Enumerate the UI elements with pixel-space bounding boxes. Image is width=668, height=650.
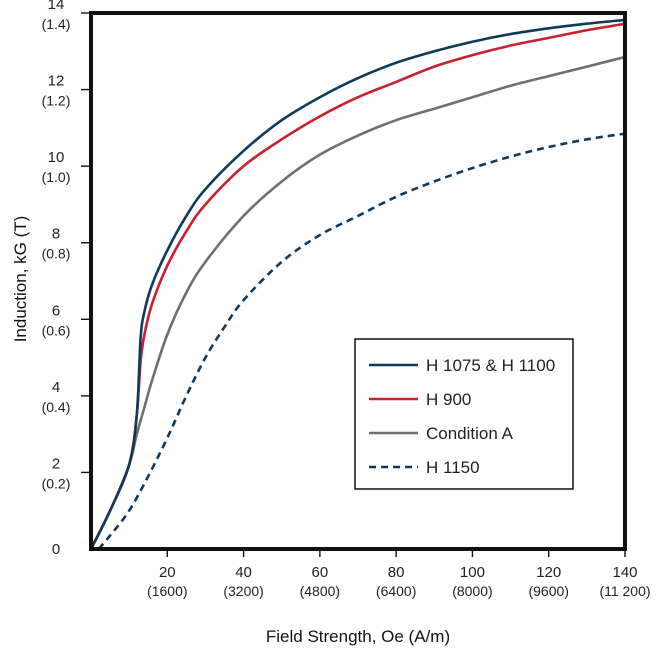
y-tick-sublabel: (1.4) bbox=[42, 16, 71, 32]
y-tick-sublabel: (1.0) bbox=[42, 169, 71, 185]
y-tick-label: 8 bbox=[52, 226, 60, 243]
plot-frame bbox=[89, 11, 627, 551]
series-layer bbox=[91, 18, 625, 549]
x-tick-sublabel: (3200) bbox=[223, 583, 263, 599]
y-tick-sublabel: (0.4) bbox=[42, 399, 71, 415]
x-tick-label: 100 bbox=[460, 564, 485, 581]
y-tick-label: 2 bbox=[52, 455, 60, 472]
x-tick-sublabel: (11 200) bbox=[599, 583, 650, 599]
legend-label: H 1150 bbox=[426, 458, 480, 477]
x-tick-sublabel: (8000) bbox=[452, 583, 492, 599]
x-tick-label: 140 bbox=[612, 564, 637, 581]
y-tick-label: 0 bbox=[52, 541, 60, 558]
ticks-layer: 20(1600)40(3200)60(4800)80(6400)100(8000… bbox=[42, 0, 651, 599]
x-tick-sublabel: (6400) bbox=[376, 583, 416, 599]
y-tick-sublabel: (1.2) bbox=[42, 93, 71, 109]
legend: H 1075 & H 1100 H 900 Condition A H 1150 bbox=[354, 338, 574, 490]
y-tick-sublabel: (0.8) bbox=[42, 246, 71, 262]
x-axis-title: Field Strength, Oe (A/m) bbox=[266, 627, 450, 646]
y-axis-title: Induction, kG (T) bbox=[11, 216, 30, 343]
x-tick-sublabel: (9600) bbox=[528, 583, 568, 599]
y-tick-label: 6 bbox=[52, 302, 60, 319]
x-tick-label: 80 bbox=[388, 564, 405, 581]
x-tick-label: 20 bbox=[159, 564, 176, 581]
series-line-h-1150 bbox=[97, 132, 625, 549]
x-tick-label: 40 bbox=[235, 564, 252, 581]
legend-label: H 900 bbox=[426, 390, 471, 409]
legend-label: Condition A bbox=[426, 424, 514, 443]
x-tick-sublabel: (4800) bbox=[300, 583, 340, 599]
y-tick-label: 14 bbox=[48, 0, 65, 13]
x-tick-label: 60 bbox=[312, 564, 329, 581]
y-tick-label: 10 bbox=[48, 149, 65, 166]
y-tick-label: 12 bbox=[48, 73, 65, 90]
legend-label: H 1075 & H 1100 bbox=[426, 356, 555, 375]
series-line-condition-a bbox=[91, 55, 625, 549]
y-tick-sublabel: (0.6) bbox=[42, 322, 71, 338]
series-line-h-1075-h-1100 bbox=[91, 18, 625, 549]
y-tick-sublabel: (0.2) bbox=[42, 475, 71, 491]
x-tick-sublabel: (1600) bbox=[147, 583, 187, 599]
x-tick-label: 120 bbox=[536, 564, 561, 581]
y-tick-label: 4 bbox=[52, 379, 60, 396]
